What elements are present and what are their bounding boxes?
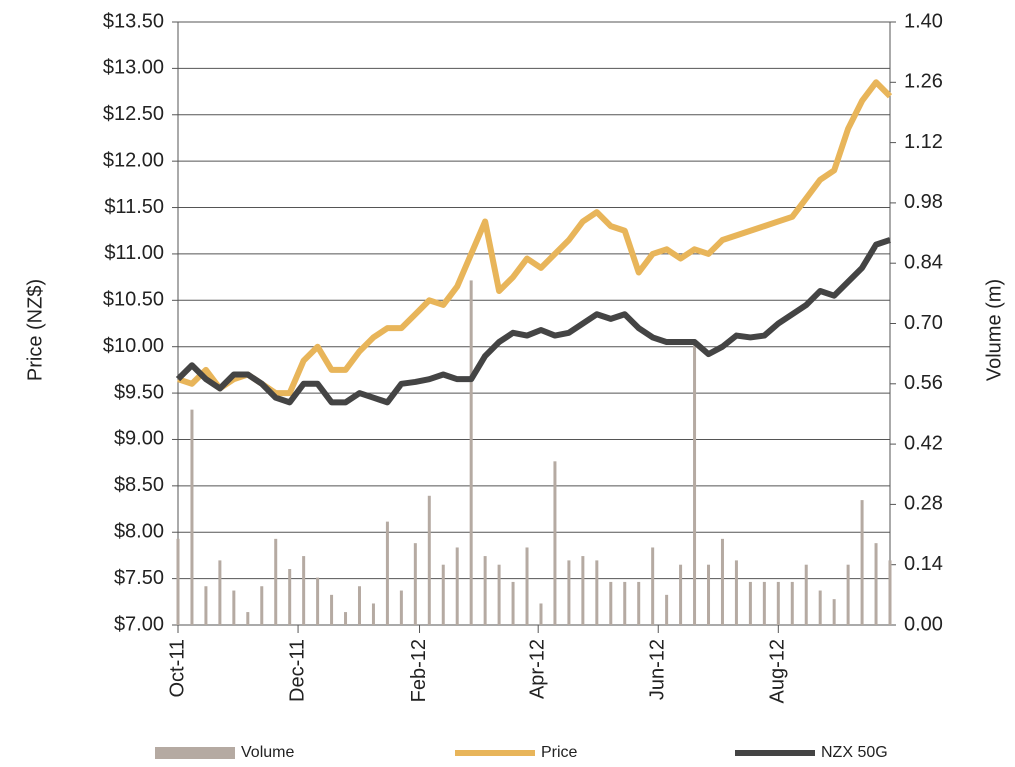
- volume-bar: [874, 543, 878, 625]
- volume-bar: [651, 547, 655, 625]
- y-tick-label: $10.00: [103, 335, 164, 357]
- volume-bar: [330, 594, 334, 625]
- y2-axis-label: Volume (m): [983, 279, 1005, 381]
- volume-bar: [302, 556, 306, 625]
- volume-bar: [357, 586, 361, 625]
- y-tick-label: $8.50: [114, 474, 164, 496]
- volume-bar: [804, 564, 808, 625]
- volume-bar: [274, 538, 278, 625]
- y2-tick-label: 0.56: [904, 372, 943, 394]
- x-tick-label: Feb-12: [408, 639, 430, 702]
- volume-bar: [748, 581, 752, 625]
- volume-bar: [539, 603, 543, 625]
- volume-bar: [860, 500, 864, 625]
- volume-bar: [734, 560, 738, 625]
- volume-bar: [413, 543, 417, 625]
- volume-bar: [344, 612, 348, 625]
- y-tick-label: $7.50: [114, 567, 164, 589]
- y-tick-label: $8.00: [114, 521, 164, 543]
- legend-swatch: [155, 747, 235, 759]
- volume-bar: [483, 556, 487, 625]
- volume-bar: [399, 590, 403, 625]
- volume-bar: [567, 560, 571, 625]
- y2-tick-label: 1.12: [904, 131, 943, 153]
- volume-bar: [511, 581, 515, 625]
- volume-bar: [176, 538, 180, 625]
- y2-tick-label: 0.28: [904, 493, 943, 515]
- volume-bar: [581, 556, 585, 625]
- y2-tick-label: 0.70: [904, 312, 943, 334]
- series-line: [177, 79, 893, 397]
- volume-bar: [218, 560, 222, 625]
- volume-bar: [288, 569, 292, 625]
- x-tick-label: Aug-12: [767, 639, 789, 704]
- volume-bar: [385, 521, 389, 625]
- y-tick-label: $11.00: [104, 242, 164, 264]
- y2-tick-label: 0.14: [904, 553, 943, 575]
- y-tick-label: $9.50: [114, 381, 164, 403]
- volume-bar: [776, 581, 780, 625]
- volume-bar: [846, 564, 850, 625]
- x-tick-label: Dec-11: [286, 639, 308, 702]
- y-tick-label: $11.50: [104, 196, 164, 218]
- volume-bar: [553, 461, 557, 625]
- volume-bar: [609, 581, 613, 625]
- x-tick-label: Apr-12: [526, 639, 548, 699]
- y2-tick-label: 1.40: [904, 10, 943, 32]
- volume-bar: [427, 495, 431, 625]
- y-tick-label: $13.00: [103, 57, 164, 79]
- y-tick-label: $13.50: [103, 10, 164, 32]
- volume-bar: [707, 564, 711, 625]
- y-tick-label: $7.00: [114, 613, 164, 635]
- volume-bar: [693, 345, 697, 625]
- volume-bar: [246, 612, 250, 625]
- volume-bar: [469, 280, 473, 625]
- legend-label: Volume: [241, 744, 294, 761]
- y-tick-label: $9.00: [114, 428, 164, 450]
- volume-bar: [232, 590, 236, 625]
- volume-bar: [762, 581, 766, 625]
- volume-bar: [371, 603, 375, 625]
- volume-bar: [455, 547, 459, 625]
- volume-bar: [441, 564, 445, 625]
- volume-bar: [497, 564, 501, 625]
- x-tick-label: Oct-11: [166, 639, 188, 698]
- y-axis-label: Price (NZ$): [24, 279, 46, 381]
- y2-tick-label: 0.98: [904, 191, 943, 213]
- legend-label: Price: [541, 744, 578, 761]
- volume-bar: [525, 547, 529, 625]
- volume-bar: [204, 586, 208, 625]
- volume-bar: [888, 560, 892, 625]
- volume-bar: [595, 560, 599, 625]
- y2-tick-label: 1.26: [904, 71, 943, 93]
- series-line: [175, 237, 891, 406]
- volume-bar: [623, 581, 627, 625]
- y-tick-label: $12.50: [103, 103, 164, 125]
- volume-bar: [832, 599, 836, 625]
- volume-bar: [790, 581, 794, 625]
- volume-bar: [190, 409, 194, 625]
- y2-tick-label: 0.84: [904, 251, 943, 273]
- y2-tick-label: 0.42: [904, 432, 943, 454]
- y2-tick-label: 0.00: [904, 613, 943, 635]
- y-tick-label: $10.50: [103, 289, 164, 311]
- legend-label: NZX 50G: [821, 744, 888, 761]
- volume-bar: [818, 590, 822, 625]
- x-tick-label: Jun-12: [647, 639, 669, 700]
- volume-bar: [637, 581, 641, 625]
- volume-bar: [665, 594, 669, 625]
- y-tick-label: $12.00: [103, 149, 164, 171]
- volume-bar: [720, 538, 724, 625]
- volume-bar: [679, 564, 683, 625]
- volume-bar: [316, 577, 320, 625]
- volume-bar: [260, 586, 264, 625]
